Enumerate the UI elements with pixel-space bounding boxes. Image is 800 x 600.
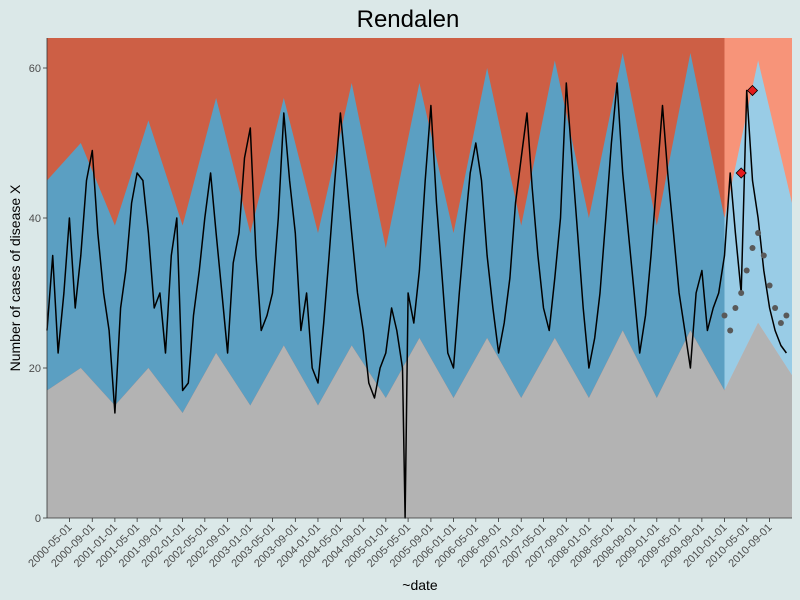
prediction-point [766,282,773,289]
prediction-point [760,252,767,259]
prediction-point [721,312,728,319]
y-axis: 0 20 40 60 [29,38,48,525]
prediction-point [783,312,790,319]
y-tick-label: 40 [29,213,41,225]
chart-title: Rendalen [357,6,460,33]
prediction-point [755,230,762,236]
y-tick-label: 0 [35,513,41,525]
plot-area [46,38,792,519]
x-axis-label: ~date [402,577,438,593]
prediction-point [777,320,784,326]
y-tick-label: 20 [29,363,41,375]
band-low [47,323,792,518]
y-axis-label: Number of cases of disease X [7,184,23,371]
band-normal-training [47,53,725,413]
outbreak-marker [735,167,747,179]
prediction-point [727,327,734,334]
prediction-point [743,267,750,274]
x-axis: 2000-05-012000-09-012001-01-012001-05-01… [26,517,792,570]
prediction-point [749,245,756,251]
prediction-point [772,305,779,311]
prediction-point [732,305,739,311]
observed-line [46,82,788,519]
outbreak-marker [746,84,759,97]
prediction-point [738,290,745,296]
y-tick-label: 60 [29,63,41,75]
